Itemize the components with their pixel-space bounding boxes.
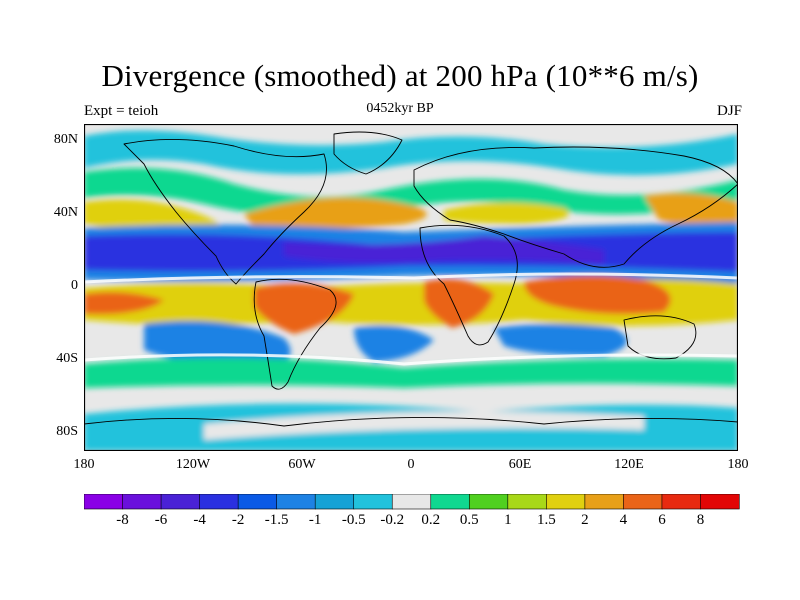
coast-south-america xyxy=(253,278,337,390)
divergence-band-n-pos-3 xyxy=(644,193,738,229)
colorbar-label-5: -1 xyxy=(308,512,322,528)
y-tick-label-80n: 80N xyxy=(53,132,78,147)
x-tick-label-180e: 180 xyxy=(727,457,749,472)
colorbar-swatch-12 xyxy=(546,494,586,510)
divergence-band-n-midlat xyxy=(84,168,738,217)
colorbar-swatch-16 xyxy=(700,494,740,510)
divergence-band-trop-core-4 xyxy=(84,292,164,315)
divergence-band-n-pos-4 xyxy=(444,202,569,224)
colorbar-swatch-9 xyxy=(430,494,470,510)
colorbar xyxy=(84,494,740,510)
colorbar-label-9: 0.5 xyxy=(459,512,479,528)
colorbar-swatch-8 xyxy=(391,494,432,510)
colorbar-swatch-3 xyxy=(199,494,239,510)
divergence-band-trop-core-3 xyxy=(524,275,671,314)
zero-contour-1 xyxy=(84,272,738,284)
divergence-band-trop-core-1 xyxy=(254,283,354,334)
colorbar-swatch-4 xyxy=(237,494,278,510)
colorbar-swatch-5 xyxy=(276,494,316,510)
divergence-band-s-neg-3 xyxy=(494,324,627,356)
colorbar-swatch-7 xyxy=(353,494,393,510)
colorbar-swatch-1 xyxy=(122,494,162,510)
season-label: DJF xyxy=(716,103,742,119)
colorbar-label-4: -1.5 xyxy=(264,512,289,528)
y-tick-label-40s: 40S xyxy=(56,351,78,366)
divergence-band-s-neg-2 xyxy=(354,325,434,362)
plot-title: Divergence (smoothed) at 200 hPa (10**6 … xyxy=(101,58,699,93)
colorbar-swatch-6 xyxy=(314,494,355,510)
divergence-band-trop-core-2 xyxy=(424,278,494,328)
colorbar-label-13: 4 xyxy=(619,512,628,528)
coast-africa xyxy=(419,224,518,346)
divergence-band-n-pos-2 xyxy=(244,197,427,230)
y-tick-label-eq: 0 xyxy=(71,278,78,293)
y-tick-label-40n: 40N xyxy=(53,205,78,220)
coast-greenland xyxy=(333,131,403,175)
colorbar-swatch-2 xyxy=(160,494,201,510)
colorbar-swatch-14 xyxy=(623,494,663,510)
divergence-band-s-pole xyxy=(204,411,644,440)
colorbar-label-11: 1.5 xyxy=(536,512,556,528)
x-tick-label-60e: 60E xyxy=(508,457,532,472)
x-tick-label-60w: 60W xyxy=(288,457,316,472)
y-tick-label-80s: 80S xyxy=(56,424,78,439)
divergence-band-arctic xyxy=(84,130,738,176)
divergence-band-s-neg-1 xyxy=(144,321,291,370)
coast-north-america xyxy=(123,139,327,285)
colorbar-label-3: -2 xyxy=(231,512,245,528)
experiment-label: Expt = teioh xyxy=(84,103,159,119)
zero-contour-2 xyxy=(84,353,738,366)
colorbar-swatch-15 xyxy=(661,494,702,510)
colorbar-label-15: 8 xyxy=(696,512,705,528)
divergence-band-subtrop-core xyxy=(284,236,604,264)
colorbar-label-8: 0.2 xyxy=(421,512,441,528)
colorbar-label-7: -0.2 xyxy=(380,512,405,528)
coast-antarctica xyxy=(84,417,738,427)
colorbar-label-14: 6 xyxy=(658,512,666,528)
x-tick-label-180w: 180 xyxy=(73,457,95,472)
x-tick-label-0: 0 xyxy=(407,457,415,472)
colorbar-label-12: 2 xyxy=(581,512,589,528)
colorbar-swatch-0 xyxy=(84,494,124,510)
period-label: 0452kyr BP xyxy=(366,101,434,116)
colorbar-label-0: -8 xyxy=(116,512,129,528)
divergence-map xyxy=(84,124,738,451)
colorbar-swatch-10 xyxy=(468,494,509,510)
colorbar-swatch-13 xyxy=(584,494,625,510)
x-tick-label-120e: 120E xyxy=(614,457,644,472)
x-tick-label-120w: 120W xyxy=(175,457,211,472)
colorbar-label-10: 1 xyxy=(504,512,512,528)
divergence-band-s-pos xyxy=(84,357,738,388)
colorbar-swatch-11 xyxy=(507,494,547,510)
colorbar-label-6: -0.5 xyxy=(341,512,366,528)
coast-europe-asia xyxy=(413,146,738,268)
colorbar-label-1: -6 xyxy=(154,512,168,528)
colorbar-label-2: -4 xyxy=(193,512,206,528)
